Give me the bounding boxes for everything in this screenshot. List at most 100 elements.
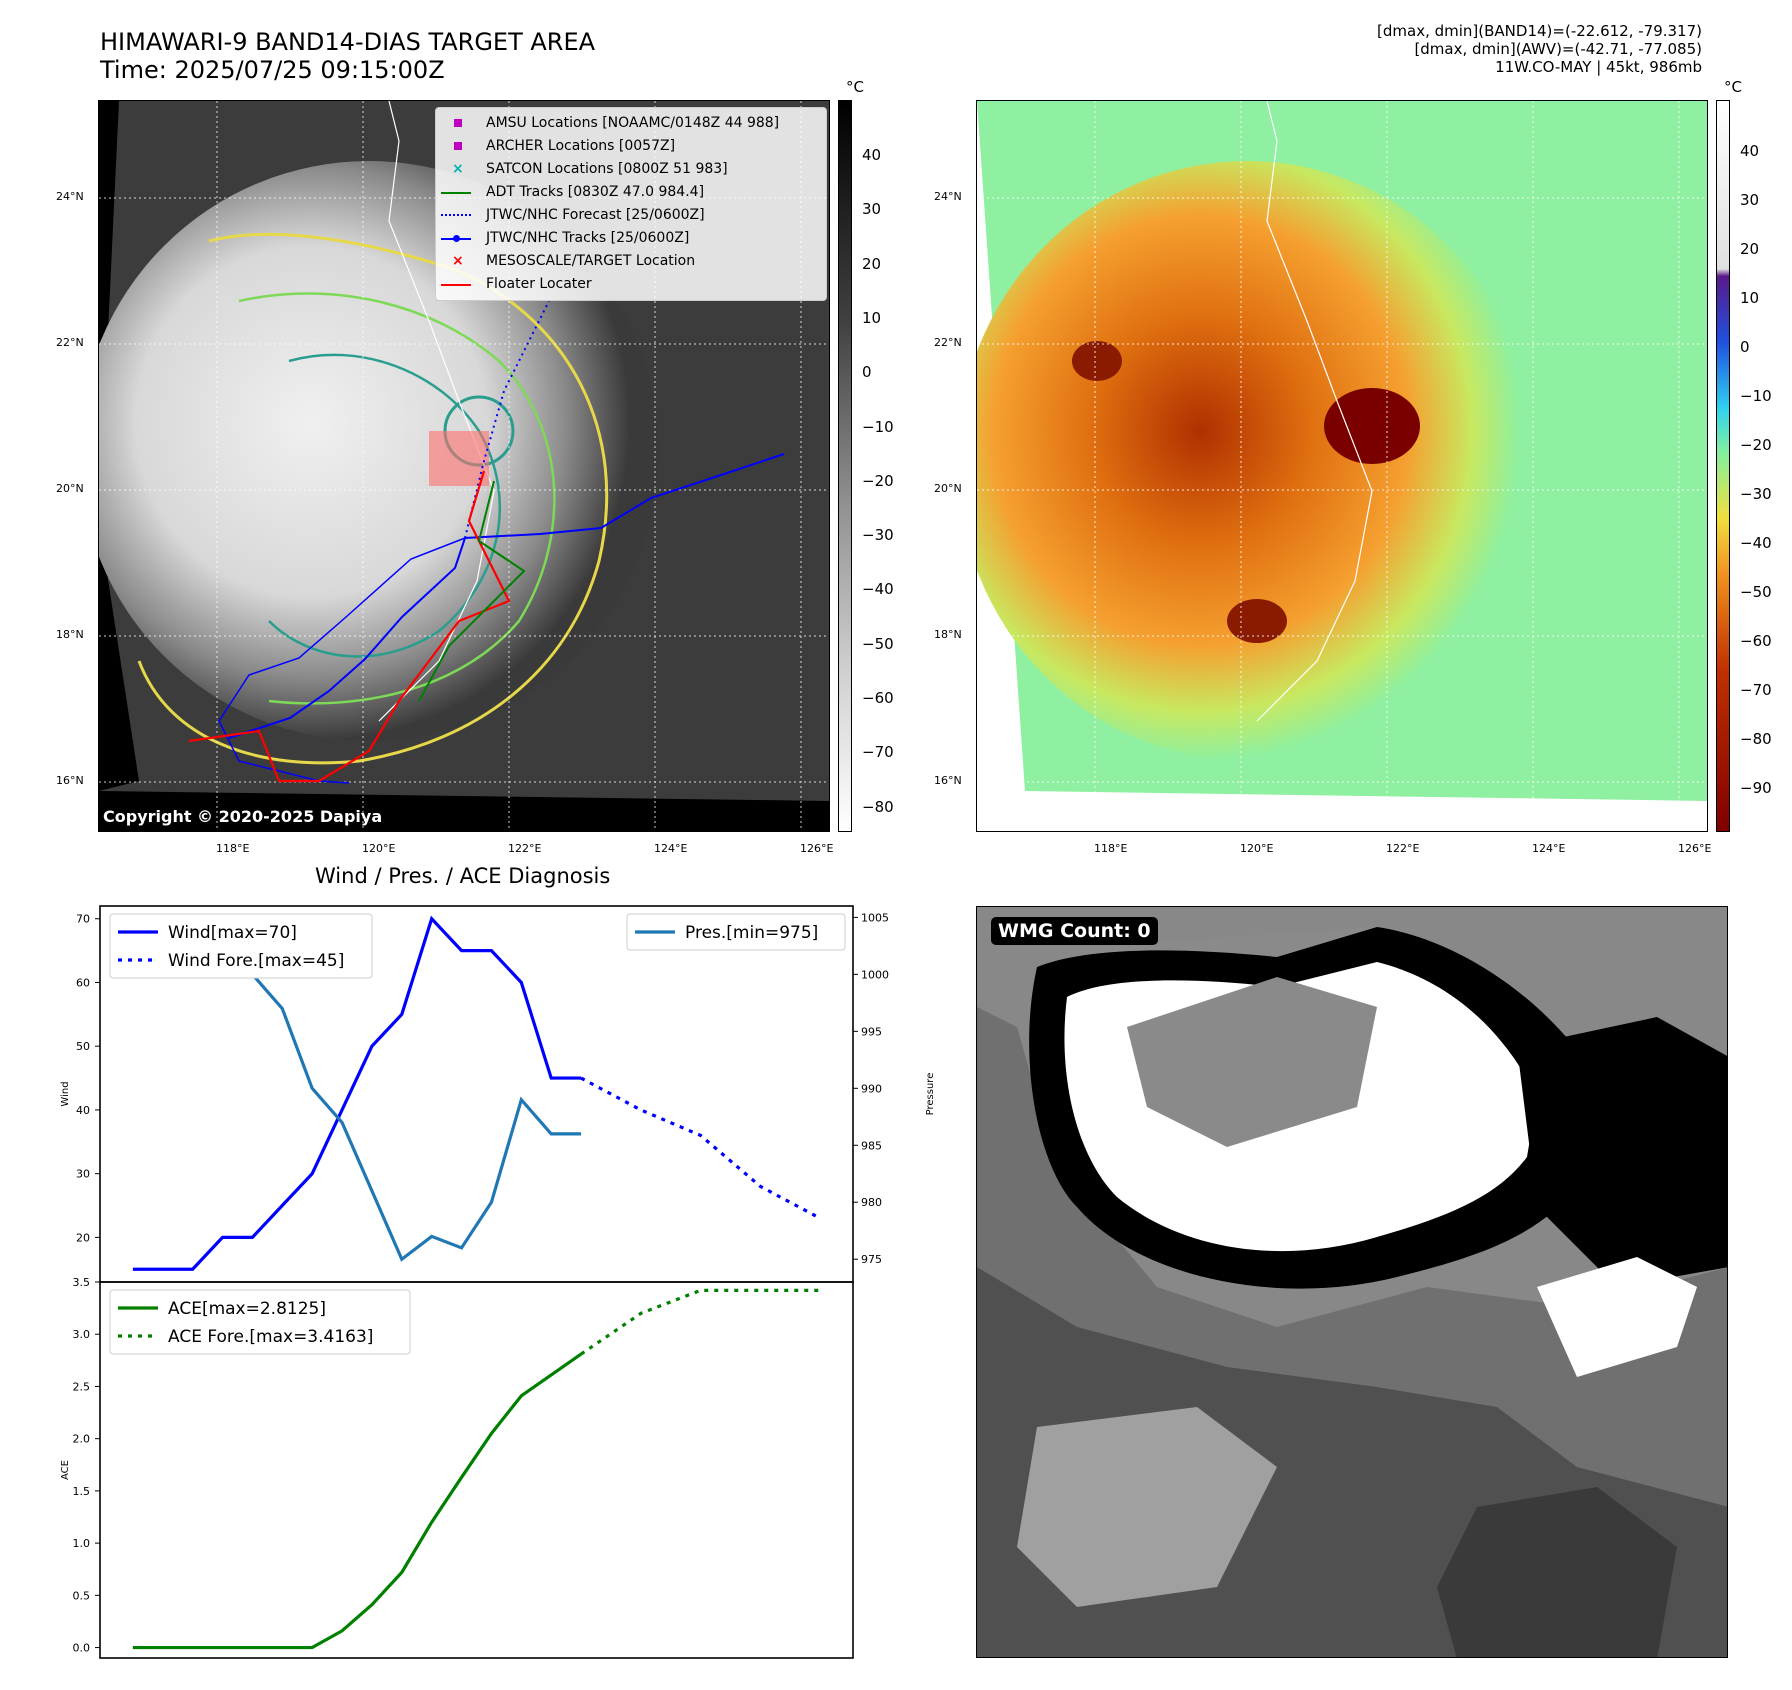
square-marker-icon: [454, 142, 462, 150]
colorbar-tick-label: −80: [1740, 730, 1772, 748]
pressure-tick-label: 980: [861, 1196, 882, 1209]
colorbar-tick-label: −60: [862, 689, 894, 707]
copyright-notice: Copyright © 2020-2025 Dapiya: [103, 807, 383, 826]
pressure-axis-label: Pressure: [925, 1073, 936, 1116]
colorbar-unit: °C: [1724, 78, 1742, 96]
colorbar-tick-label: 20: [1740, 240, 1760, 258]
lon-label: 124°E: [1532, 842, 1566, 855]
colorbar-unit: °C: [846, 78, 864, 96]
ace-tick-label: 0.0: [73, 1642, 91, 1655]
colorbar-tick-label: −10: [1740, 387, 1772, 405]
colorbar-tick-label: −90: [1740, 779, 1772, 797]
diagnosis-chart: 70 60 50 40 30 20 1005 1000 995 990 985 980 975 3.5 3.…: [60, 905, 936, 1659]
series-line-ace: [132, 1352, 583, 1650]
colorbar-tick-label: −20: [1740, 436, 1772, 454]
colorbar-tick-label: −10: [862, 417, 894, 436]
colorbar-tick-label: −40: [1740, 534, 1772, 552]
legend-label: Pres.[min=975]: [685, 923, 818, 943]
lat-label: 16°N: [56, 774, 84, 787]
colorbar-tick-label: 40: [1740, 142, 1760, 160]
lon-label: 124°E: [654, 842, 688, 855]
info-block: [dmax, dmin](BAND14)=(-22.612, -79.317) …: [1377, 22, 1702, 76]
wind-tick-label: 30: [76, 1168, 90, 1181]
wind-tick-label: 40: [76, 1104, 90, 1117]
series-line-ace: [580, 1288, 821, 1356]
dot-marker-icon: [453, 235, 460, 242]
ace-tick-label: 2.0: [73, 1433, 91, 1446]
lon-label: 126°E: [1678, 842, 1712, 855]
colorbar-tick-label: 20: [862, 254, 882, 273]
legend-label: Wind[max=70]: [168, 923, 297, 943]
wind-tick-label: 20: [76, 1231, 90, 1244]
x-marker-icon: ×: [452, 253, 464, 269]
colorbar-tick-label: −30: [1740, 485, 1772, 503]
colorbar-left: [838, 100, 852, 832]
lon-label: 118°E: [216, 842, 250, 855]
colorbar-tick-label: −70: [1740, 681, 1772, 699]
lon-label: 122°E: [1386, 842, 1420, 855]
colorbar-tick-label: −40: [862, 580, 894, 599]
ace-panel-frame: [99, 1281, 854, 1659]
legend-box: [109, 1289, 411, 1355]
wind-tick-label: 70: [76, 913, 90, 926]
wmg-count-badge: WMG Count: 0: [991, 917, 1158, 945]
wind-axis-label: Wind: [60, 1081, 71, 1106]
colorbar-tick-label: 40: [862, 146, 882, 164]
ir-map-panel: Copyright © 2020-2025 Dapiya AMSU Locati…: [98, 100, 830, 832]
lat-label: 18°N: [56, 628, 84, 641]
wind-tick-label: 50: [76, 1040, 90, 1053]
colorbar-tick-label: 30: [1740, 191, 1760, 209]
pressure-tick-label: 975: [861, 1253, 882, 1266]
colorbar-tick-label: −60: [1740, 632, 1772, 650]
diagnosis-title: Wind / Pres. / ACE Diagnosis: [315, 864, 611, 888]
legend-box: [626, 913, 846, 951]
x-marker-icon: ×: [452, 161, 464, 177]
legend-box: [109, 913, 373, 979]
legend-label: ACE[max=2.8125]: [168, 1299, 326, 1319]
ace-tick-label: 3.0: [73, 1328, 91, 1341]
lon-label: 122°E: [508, 842, 542, 855]
ace-axis-label: ACE: [60, 1460, 71, 1480]
pressure-tick-label: 985: [861, 1139, 882, 1152]
colorbar-tick-label: −80: [862, 797, 894, 816]
ace-tick-label: 3.5: [73, 1276, 91, 1289]
ace-tick-label: 1.0: [73, 1537, 91, 1550]
map-legend: AMSU Locations [NOAAMC/0148Z 44 988] ARC…: [435, 107, 827, 301]
colorbar-tick-label: −50: [862, 634, 894, 653]
colorbar-tick-label: 0: [862, 363, 872, 382]
wind-tick-label: 60: [76, 976, 90, 989]
colorbar-tick-label: −30: [862, 526, 894, 545]
series-line-wind: [132, 915, 582, 1271]
lat-label: 22°N: [934, 336, 962, 349]
chart-title: HIMAWARI-9 BAND14-DIAS TARGET AREA Time:…: [100, 28, 596, 84]
pressure-tick-label: 995: [861, 1025, 882, 1038]
line-marker-icon: [441, 192, 471, 194]
ace-tick-label: 0.5: [73, 1589, 91, 1602]
lon-label: 126°E: [800, 842, 834, 855]
lat-label: 16°N: [934, 774, 962, 787]
pressure-tick-label: 990: [861, 1082, 882, 1095]
colorbar-tick-label: −70: [862, 743, 894, 762]
colorbar-tick-label: 30: [862, 200, 882, 219]
lon-label: 120°E: [1240, 842, 1274, 855]
lon-label: 118°E: [1094, 842, 1128, 855]
wmg-image: [977, 907, 1727, 1657]
dotted-line-icon: [441, 214, 471, 216]
awv-map-panel: [976, 100, 1708, 832]
lat-label: 20°N: [56, 482, 84, 495]
lat-label: 22°N: [56, 336, 84, 349]
ace-tick-label: 1.5: [73, 1485, 91, 1498]
awv-map-image: [977, 101, 1707, 831]
wmg-panel: WMG Count: 0: [976, 906, 1728, 1658]
pressure-tick-label: 1000: [861, 968, 889, 981]
legend-label: ACE Fore.[max=3.4163]: [168, 1327, 373, 1347]
line-marker-icon: [441, 284, 471, 286]
legend-label: Wind Fore.[max=45]: [168, 951, 344, 971]
colorbar-tick-label: 10: [862, 308, 882, 327]
colorbar-tick-label: 10: [1740, 289, 1760, 307]
ace-tick-label: 2.5: [73, 1380, 91, 1393]
square-marker-icon: [454, 119, 462, 127]
lat-label: 24°N: [56, 190, 84, 203]
lat-label: 18°N: [934, 628, 962, 641]
colorbar-tick-label: 0: [1740, 338, 1750, 356]
